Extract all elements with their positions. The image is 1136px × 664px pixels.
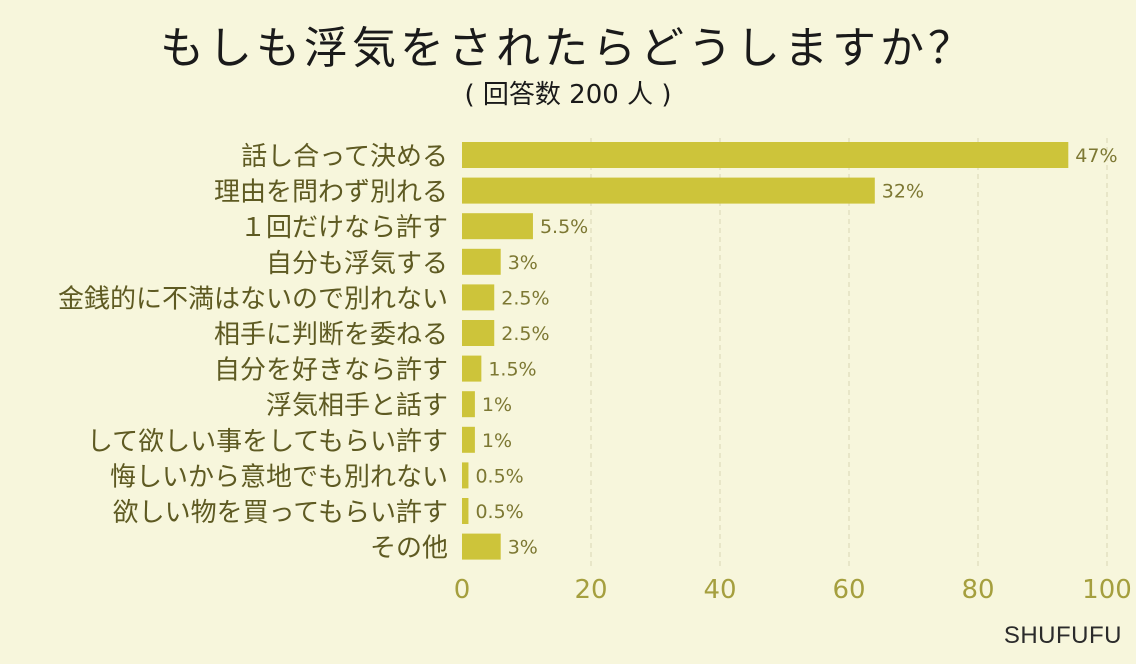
value-label: 1% — [482, 430, 512, 452]
x-tick-label: 20 — [574, 575, 607, 605]
category-label: １回だけなら許す — [240, 213, 448, 243]
chart-subtitle: ( 回答数 200 人 ) — [464, 80, 672, 110]
category-label: 欲しい物を買ってもらい許す — [113, 498, 448, 528]
bar — [462, 142, 1069, 168]
value-label: 32% — [882, 181, 924, 203]
x-axis-ticks: 0 20 40 60 80 100 — [454, 575, 1132, 605]
category-label: 浮気相手と話す — [266, 391, 448, 421]
chart-title: もしも浮気をされたらどうしますか？ — [160, 23, 976, 74]
brand-logo-text: SHUFUFU — [1003, 622, 1122, 649]
bar — [462, 426, 475, 453]
value-label: 5.5% — [540, 216, 588, 238]
value-label: 0.5% — [475, 465, 523, 487]
value-label: 1.5% — [488, 359, 536, 381]
category-label: 相手に判断を委ねる — [214, 320, 448, 350]
value-labels: 47%32%5.5%3%2.5%2.5%1.5%1%1%0.5%0.5%3% — [475, 145, 1117, 559]
x-tick-label: 40 — [703, 575, 736, 605]
bar — [462, 391, 475, 418]
category-label: して欲しい事をしてもらい許す — [87, 427, 448, 457]
category-label: 金銭的に不満はないので別れない — [58, 284, 448, 314]
bars — [462, 142, 1069, 560]
x-tick-label: 60 — [832, 575, 865, 605]
x-tick-label: 100 — [1082, 575, 1132, 605]
category-label: 理由を問わず別れる — [214, 178, 448, 208]
value-label: 2.5% — [501, 323, 549, 345]
bar — [462, 213, 533, 240]
bar — [462, 498, 469, 524]
category-label: 自分を好きなら許す — [214, 356, 448, 386]
bar — [462, 177, 875, 204]
bar — [462, 320, 495, 346]
bar — [462, 355, 482, 382]
x-tick-label: 80 — [961, 575, 994, 605]
value-label: 47% — [1075, 145, 1117, 167]
category-label: その他 — [370, 534, 448, 564]
category-label: 悔しいから意地でも別れない — [110, 462, 448, 492]
x-tick-label: 0 — [454, 575, 471, 605]
value-label: 3% — [508, 537, 538, 559]
value-label: 3% — [508, 252, 538, 274]
bar — [462, 248, 501, 275]
value-label: 0.5% — [475, 501, 523, 523]
value-label: 2.5% — [501, 287, 549, 309]
value-label: 1% — [482, 394, 512, 416]
bar — [462, 462, 469, 489]
bar — [462, 284, 495, 311]
bar — [462, 533, 501, 560]
category-label: 話し合って決める — [241, 142, 448, 172]
category-label: 自分も浮気する — [266, 249, 448, 279]
